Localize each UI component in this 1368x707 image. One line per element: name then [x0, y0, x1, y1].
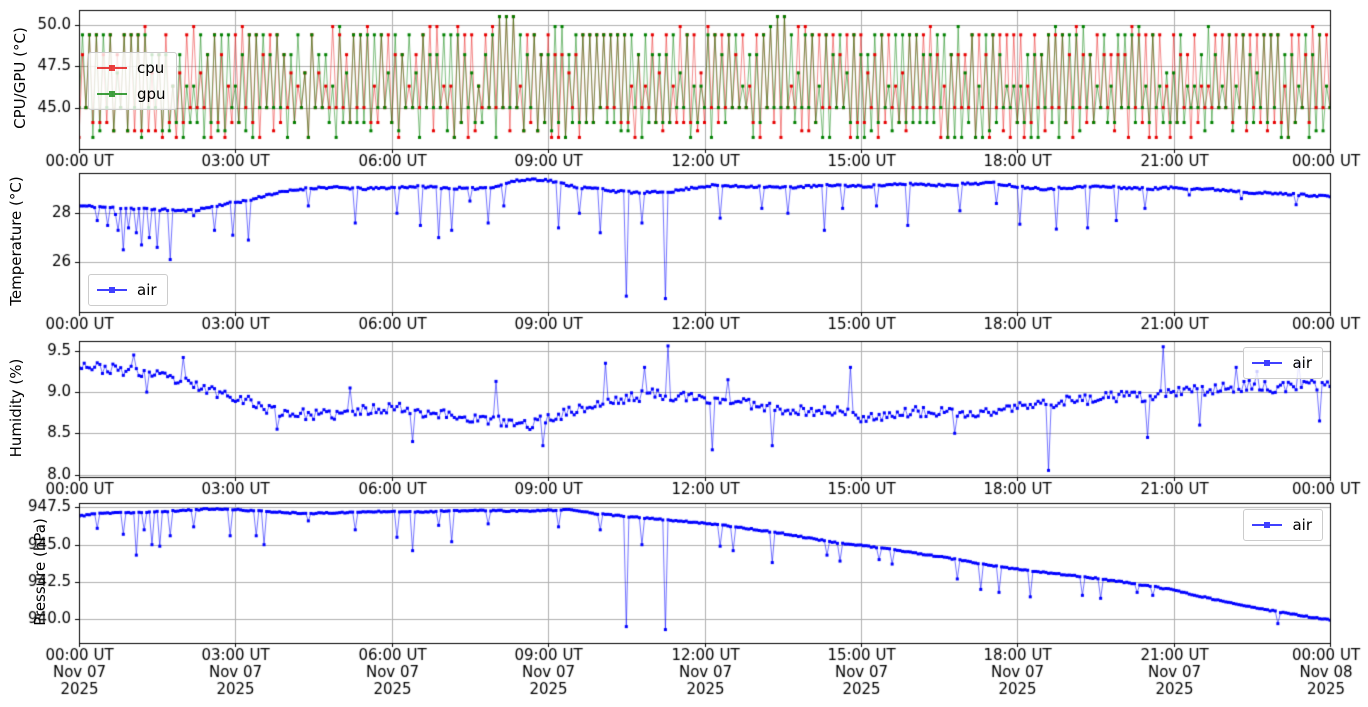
- air-line-sample: [1252, 360, 1283, 366]
- cpu-line-sample: [97, 65, 127, 71]
- legend-label-air: air: [1292, 515, 1312, 534]
- legend-label-gpu: gpu: [137, 84, 166, 103]
- pressure-legend: air: [1243, 509, 1323, 541]
- gpu-marker-icon: [109, 91, 115, 97]
- legend-entry-cpu: cpu: [97, 55, 166, 81]
- air-marker-icon: [1264, 522, 1271, 528]
- gpu-line-sample: [97, 91, 127, 97]
- air-marker-icon: [1264, 360, 1271, 366]
- legend-label-air: air: [1292, 353, 1312, 372]
- cpu-marker-icon: [109, 65, 115, 71]
- cpu-gpu-legend: cpu gpu: [88, 52, 177, 110]
- air-line-sample: [1252, 522, 1283, 528]
- legend-entry-air: air: [1252, 350, 1312, 376]
- temperature-legend: air: [88, 274, 168, 306]
- legend-entry-air: air: [1252, 512, 1312, 538]
- legend-entry-air: air: [97, 277, 157, 303]
- humidity-legend: air: [1243, 347, 1323, 379]
- legend-label-cpu: cpu: [137, 58, 165, 77]
- legend-entry-gpu: gpu: [97, 81, 166, 107]
- legend-label-air: air: [137, 280, 157, 299]
- air-line-sample: [97, 287, 127, 293]
- air-marker-icon: [109, 287, 115, 293]
